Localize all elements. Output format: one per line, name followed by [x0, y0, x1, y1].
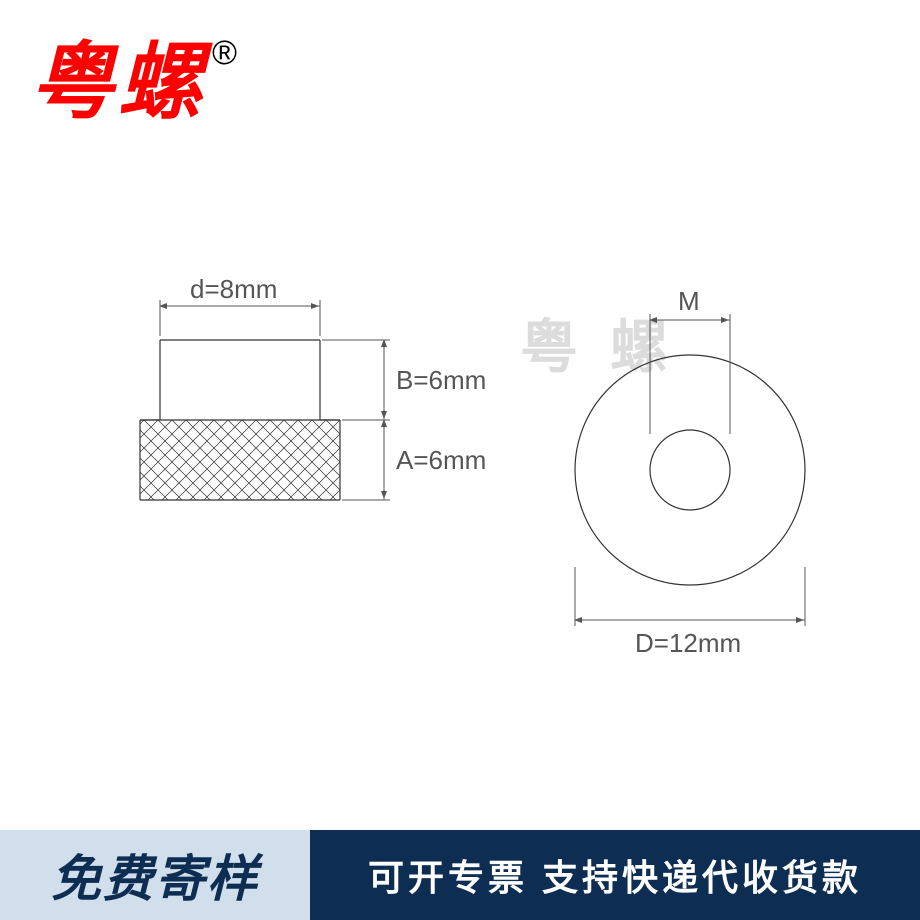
technical-drawing [0, 220, 920, 740]
invoice-cod-text: 可开专票 支持快递代收货款 [368, 849, 862, 901]
brand-header: 粤螺 ® [30, 40, 237, 124]
diagram-area: d=8mm B=6mm A=6mm M D=12mm [0, 220, 920, 740]
brand-text: 粤螺 [30, 40, 206, 124]
registered-mark: ® [212, 34, 237, 73]
bottom-bar: 免费寄样 可开专票 支持快递代收货款 [0, 830, 920, 920]
dim-label-d: d=8mm [190, 274, 277, 305]
dim-label-M: M [678, 286, 700, 317]
dim-label-A: A=6mm [396, 445, 486, 476]
bottom-right-panel: 可开专票 支持快递代收货款 [310, 830, 920, 920]
free-sample-text: 免费寄样 [51, 839, 259, 911]
dim-label-B: B=6mm [396, 365, 486, 396]
dim-label-D: D=12mm [635, 628, 741, 659]
bottom-left-panel: 免费寄样 [0, 830, 310, 920]
